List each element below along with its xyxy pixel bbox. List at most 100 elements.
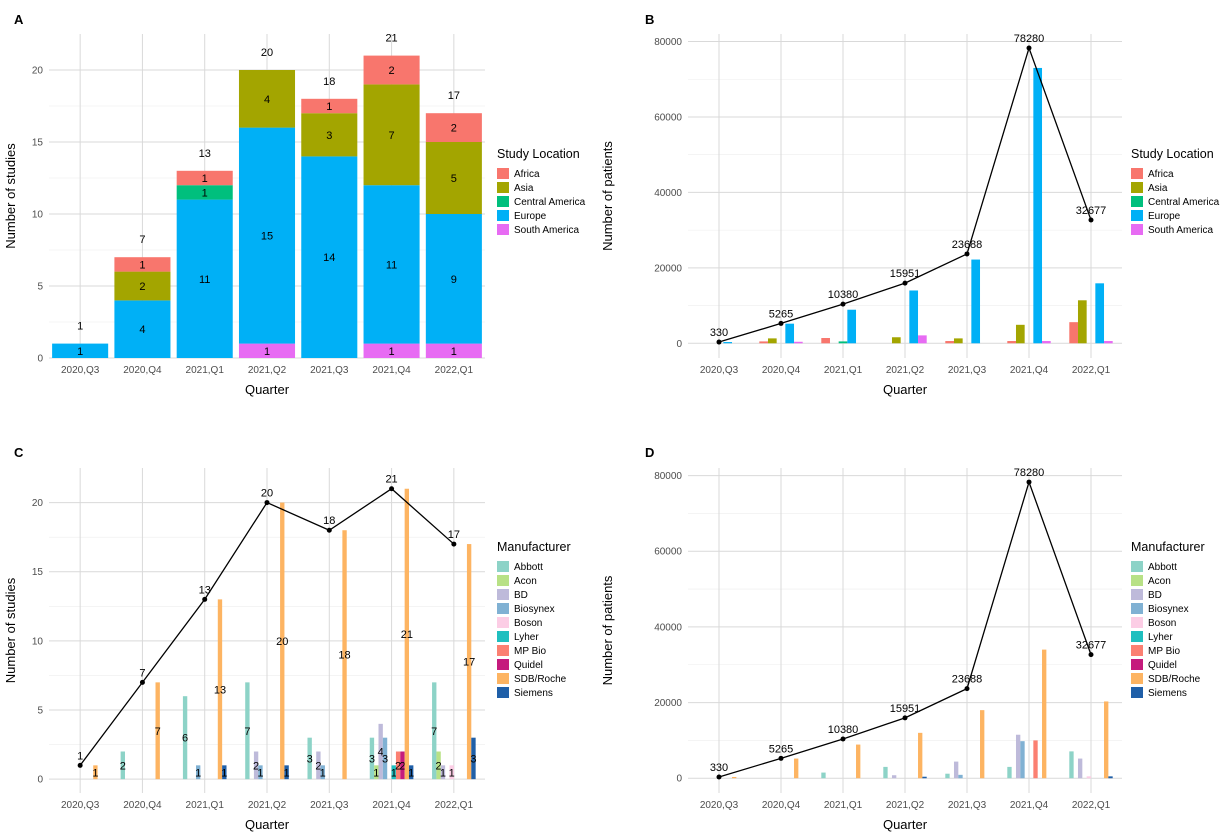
bar-segment xyxy=(301,113,358,157)
total-point xyxy=(902,715,908,721)
legend-label: Africa xyxy=(514,169,540,180)
bar xyxy=(971,259,981,344)
legend-label: Acon xyxy=(1148,576,1171,587)
total-point xyxy=(716,774,722,780)
x-tick-label: 2021,Q1 xyxy=(824,800,863,811)
total-label: 5265 xyxy=(769,743,793,755)
bar-value-label: 1 xyxy=(284,767,290,779)
legend-label: Europe xyxy=(1148,211,1181,222)
legend-label: Boson xyxy=(514,618,542,629)
bar xyxy=(1015,734,1021,779)
total-point xyxy=(902,280,908,286)
bar-value-label: 3 xyxy=(307,753,313,765)
bar-value-label: 2 xyxy=(436,760,442,772)
bar-value-label: 3 xyxy=(326,130,332,142)
y-tick-label: 10 xyxy=(32,210,44,221)
bar xyxy=(449,765,454,780)
bar-segment xyxy=(301,156,358,358)
bar xyxy=(732,776,737,779)
total-label: 15951 xyxy=(890,268,921,280)
bar xyxy=(1042,649,1047,779)
legend-label: Europe xyxy=(514,211,547,222)
x-tick-label: 2020,Q3 xyxy=(61,800,100,811)
bar-segment xyxy=(301,98,358,114)
bar xyxy=(821,338,830,344)
total-label: 23688 xyxy=(952,239,983,251)
bar-value-label: 1 xyxy=(202,187,208,199)
bar xyxy=(821,772,826,779)
bar xyxy=(1007,341,1016,344)
bar-value-label: 2 xyxy=(253,760,259,772)
legend-label: Abbott xyxy=(1148,562,1177,573)
panel-b: B 0 20000 40000 60000 80000 2020,Q3 2020,Q4 2021… xyxy=(600,12,1220,397)
y-tick-label: 20000 xyxy=(654,698,682,709)
bar xyxy=(1033,67,1043,344)
legend-swatch xyxy=(1131,575,1143,586)
bar-value-label: 7 xyxy=(155,726,161,738)
bar xyxy=(253,751,259,780)
bar xyxy=(316,751,321,780)
bar-segment xyxy=(114,271,171,301)
total-point xyxy=(389,486,395,492)
bar xyxy=(759,341,768,344)
bar-value-label: 1 xyxy=(139,259,145,271)
legend-swatch xyxy=(1131,631,1143,642)
bar xyxy=(217,599,223,780)
legend-label: MP Bio xyxy=(514,646,546,657)
bar xyxy=(945,773,950,779)
total-label: 17 xyxy=(448,529,460,541)
bar-total-label: 1 xyxy=(77,321,83,333)
y-tick-label: 15 xyxy=(32,567,44,578)
total-point xyxy=(326,527,332,533)
bar xyxy=(432,682,437,780)
total-point xyxy=(202,596,208,602)
total-point xyxy=(264,500,270,506)
bar-segment xyxy=(363,84,420,186)
total-label: 10380 xyxy=(828,724,859,736)
y-tick-label: 60000 xyxy=(654,112,682,123)
bar-value-label: 1 xyxy=(257,767,263,779)
bar xyxy=(382,737,388,780)
x-tick-label: 2021,Q1 xyxy=(186,800,225,811)
bar-value-label: 17 xyxy=(463,657,475,669)
bar xyxy=(785,323,795,344)
y-tick-label: 80000 xyxy=(654,471,682,482)
x-tick-label: 2021,Q1 xyxy=(186,365,225,376)
bar xyxy=(155,682,160,780)
bar-value-label: 2 xyxy=(315,760,321,772)
y-tick-label: 20000 xyxy=(654,263,682,274)
total-point xyxy=(840,736,846,742)
x-tick-label: 2021,Q3 xyxy=(310,800,349,811)
x-tick-label: 2020,Q3 xyxy=(700,365,739,376)
bar-segment xyxy=(363,185,420,344)
legend-label: Quidel xyxy=(1148,660,1177,671)
legend-label: Lyher xyxy=(1148,632,1173,643)
legend-label: Siemens xyxy=(1148,688,1187,699)
x-tick-label: 2020,Q4 xyxy=(123,800,162,811)
x-axis-title: Quarter xyxy=(245,817,290,832)
bar-value-label: 20 xyxy=(276,636,288,648)
legend-swatch xyxy=(1131,603,1143,614)
legend-swatch xyxy=(497,687,509,698)
total-point xyxy=(964,686,970,692)
bar xyxy=(436,751,441,780)
bar xyxy=(222,765,227,780)
legend-label: Asia xyxy=(1148,183,1168,194)
x-tick-label: 2021,Q2 xyxy=(248,365,287,376)
panel-letter: C xyxy=(14,445,24,460)
y-tick-label: 20 xyxy=(32,498,44,509)
bar-value-label: 2 xyxy=(139,281,145,293)
bar xyxy=(794,758,799,779)
bar-value-label: 4 xyxy=(139,324,145,336)
bar-value-label: 3 xyxy=(369,753,375,765)
x-tick-label: 2020,Q3 xyxy=(61,365,100,376)
bar-segment xyxy=(52,343,109,358)
bar-total-label: 18 xyxy=(323,76,335,88)
bar xyxy=(120,751,125,780)
bar xyxy=(958,774,963,779)
bar xyxy=(883,766,888,779)
y-tick-label: 40000 xyxy=(654,622,682,633)
